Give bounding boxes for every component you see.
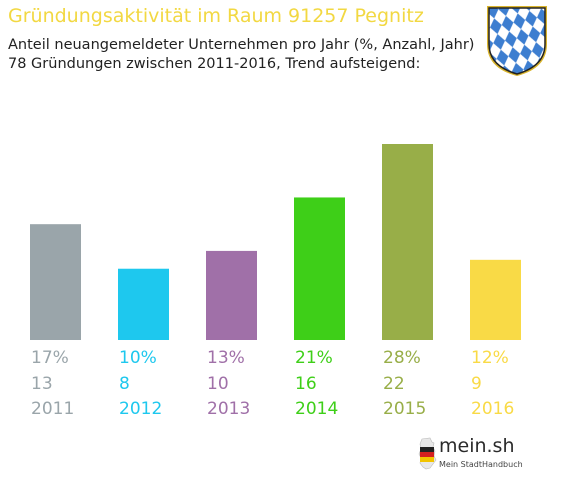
chart-subtitle: Anteil neuangemeldeter Unternehmen pro J… [8, 36, 474, 74]
percent-label-2015: 28% [383, 348, 421, 368]
year-label-2015: 2015 [383, 399, 426, 419]
percent-label-2014: 21% [295, 348, 333, 368]
year-label-2011: 2011 [31, 399, 74, 419]
page-title: Gründungsaktivität im Raum 91257 Pegnitz [8, 5, 424, 27]
bar-2012 [118, 268, 169, 340]
year-label-2014: 2014 [295, 399, 338, 419]
percent-label-2011: 17% [31, 348, 69, 368]
bar-2011 [30, 224, 81, 340]
bar-2015 [382, 144, 433, 340]
brand-tagline: Mein StadtHandbuch [439, 460, 523, 469]
percent-label-2016: 12% [471, 348, 509, 368]
subtitle-line-2: 78 Gründungen zwischen 2011-2016, Trend … [8, 56, 421, 72]
germany-map-icon [418, 437, 437, 470]
count-label-2016: 9 [471, 374, 482, 394]
count-label-2013: 10 [207, 374, 229, 394]
count-label-2011: 13 [31, 374, 53, 394]
percent-label-2012: 10% [119, 348, 157, 368]
count-label-2015: 22 [383, 374, 405, 394]
bar-2016 [470, 259, 521, 340]
bar-2013 [206, 250, 257, 340]
subtitle-line-1: Anteil neuangemeldeter Unternehmen pro J… [8, 37, 475, 53]
year-label-2012: 2012 [119, 399, 162, 419]
year-label-2016: 2016 [471, 399, 514, 419]
brand-logo: mein.sh Mein StadtHandbuch [415, 433, 555, 477]
brand-name: mein.sh [439, 435, 515, 457]
bavarian-crest-icon [487, 6, 547, 76]
count-label-2012: 8 [119, 374, 130, 394]
bar-2014 [294, 197, 345, 340]
count-label-2014: 16 [295, 374, 317, 394]
year-label-2013: 2013 [207, 399, 250, 419]
percent-label-2013: 13% [207, 348, 245, 368]
